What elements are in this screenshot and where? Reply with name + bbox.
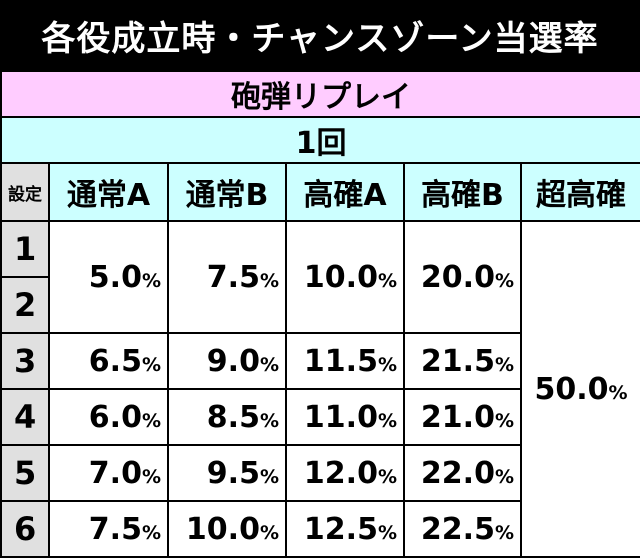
cell-normal-a-s4: 6.0% xyxy=(48,388,169,446)
setting-5: 5 xyxy=(0,444,50,502)
cell-normal-a-s3: 6.5% xyxy=(48,332,169,390)
header-high-b: 高確B xyxy=(403,162,522,222)
count-banner: 1回 xyxy=(0,116,640,164)
table-row: 3 6.5% 9.0% 11.5% 21.5% xyxy=(0,332,640,390)
cell-super-high-all: 50.0% xyxy=(519,220,640,558)
cell-normal-a-s12: 5.0% xyxy=(48,220,169,334)
cell-high-b-s5: 22.0% xyxy=(403,444,522,502)
cell-high-a-s3: 11.5% xyxy=(285,332,405,390)
cell-high-a-s4: 11.0% xyxy=(285,388,405,446)
cell-normal-a-s6: 7.5% xyxy=(48,500,169,558)
header-high-a: 高確A xyxy=(285,162,405,222)
cell-normal-b-s3: 9.0% xyxy=(167,332,287,390)
cell-normal-b-s12: 7.5% xyxy=(167,220,287,334)
header-normal-a: 通常A xyxy=(48,162,169,222)
setting-4: 4 xyxy=(0,388,50,446)
header-setting: 設定 xyxy=(0,162,50,222)
cell-high-a-s12: 10.0% xyxy=(285,220,405,334)
setting-6: 6 xyxy=(0,500,50,558)
table-row: 1 5.0% 7.5% 10.0% 20.0% 50.0% xyxy=(0,220,640,558)
table-row: 5 7.0% 9.5% 12.0% 22.0% xyxy=(0,444,640,502)
setting-2: 2 xyxy=(0,276,50,334)
header-normal-b: 通常B xyxy=(167,162,287,222)
page-title: 各役成立時・チャンスゾーン当選率 xyxy=(0,0,640,70)
cell-normal-b-s5: 9.5% xyxy=(167,444,287,502)
cell-normal-a-s5: 7.0% xyxy=(48,444,169,502)
cell-high-a-s5: 12.0% xyxy=(285,444,405,502)
cell-normal-b-s4: 8.5% xyxy=(167,388,287,446)
cell-high-b-s3: 21.5% xyxy=(403,332,522,390)
probability-table: 砲弾リプレイ 1回 設定 通常A 通常B 高確A 高確B 超高確 1 5.0% … xyxy=(0,70,640,558)
cell-high-b-s12: 20.0% xyxy=(403,220,522,334)
cell-high-b-s4: 21.0% xyxy=(403,388,522,446)
table-row: 4 6.0% 8.5% 11.0% 21.0% xyxy=(0,388,640,446)
header-super-high: 超高確 xyxy=(519,162,640,222)
table-row: 2 xyxy=(0,276,640,334)
role-banner: 砲弾リプレイ xyxy=(0,70,640,118)
cell-high-b-s6: 22.5% xyxy=(403,500,522,558)
setting-1: 1 xyxy=(0,220,50,278)
setting-3: 3 xyxy=(0,332,50,390)
